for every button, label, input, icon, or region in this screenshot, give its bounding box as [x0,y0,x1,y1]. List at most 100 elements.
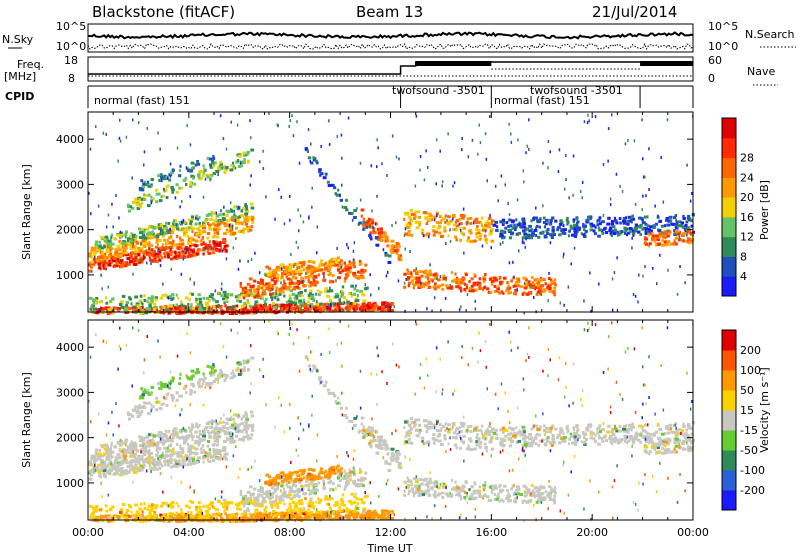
velocity-cell-41 [164,463,167,467]
power-cell-2952 [515,218,518,222]
power-cell-723 [205,217,209,221]
power-cell-2479 [417,286,422,289]
power-cell-2345 [455,238,458,242]
power-cell-2515 [470,277,474,281]
power-cell-2005 [310,283,314,287]
power-cell-1205 [258,308,261,312]
power-cell-260 [124,264,128,268]
power-cell-563 [239,221,243,225]
velocity-cell-259 [225,456,228,460]
power-speckle-89 [131,176,133,180]
power-cell-2939 [686,226,690,230]
power-cell-2386 [448,286,451,290]
power-cell-2585 [498,276,502,279]
velocity-cell-768 [152,434,157,438]
velocity-cell-451 [172,452,176,456]
power-cell-796 [223,171,227,174]
power-cell-2125 [293,271,298,275]
power-cell-2158 [362,217,365,221]
velocity-cell-304 [206,440,211,443]
power-cell-1550 [272,302,276,305]
velocity-cell-458 [155,446,159,450]
power-cell-819 [162,194,165,198]
power-speckle-86 [479,141,482,145]
velocity-cell-183 [204,451,208,455]
power-cell-753 [194,222,198,226]
velocity-cell-853 [246,367,250,371]
power-cell-127 [92,263,96,267]
power-cell-2004 [363,269,367,273]
power-cell-2166 [376,222,379,226]
power-cell-1902 [337,268,340,272]
power-cell-581 [236,219,240,223]
power-speckle-154 [362,227,364,231]
velocity-cell-900 [135,411,140,415]
velocity-cell-526 [101,459,104,463]
power-cell-2877 [605,231,609,234]
velocity-cell-569 [232,439,237,443]
power-cell-1288 [261,306,265,310]
power-cell-2091 [315,269,320,273]
power-cell-2145 [339,263,343,267]
power-speckle-75 [107,285,110,289]
power-cell-1293 [196,305,199,309]
power-cell-2430 [493,289,497,293]
power-cell-2083 [338,261,342,265]
power-cell-2356 [444,220,447,224]
power-cell-509 [130,241,134,245]
power-cell-1809 [244,286,248,290]
power-cell-2401 [534,286,538,290]
power-speckle-24 [239,259,241,263]
power-cell-3096 [312,156,315,160]
power-cell-2241 [454,220,458,224]
power-cell-544 [105,247,110,251]
velocity-cell-572 [107,453,110,457]
power-cell-228 [169,252,172,256]
velocity-cell-1223 [210,516,213,520]
power-cell-2602 [488,277,492,281]
power-x-ticks [87,112,694,312]
power-cell-2923 [531,234,534,237]
velocity-cell-1342 [221,517,224,521]
power-cell-1877 [239,281,242,285]
power-cell-1972 [260,279,264,282]
power-cell-473 [95,259,99,263]
power-speckle-381 [429,263,431,267]
power-cell-1394 [259,307,263,310]
power-cell-577 [116,255,120,259]
power-cell-2544 [507,291,510,295]
velocity-cell-198 [112,466,116,470]
velocity-cell-194 [131,465,136,469]
power-cell-2220 [368,218,371,222]
power-cell-1102 [324,307,327,310]
power-speckle-90 [381,162,383,166]
power-cell-1943 [352,263,356,267]
power-speckle-319 [249,119,251,123]
power-cell-18 [161,247,165,251]
velocity-cell-962 [202,372,205,376]
power-speckle-293 [250,174,252,178]
power-cell-326 [207,223,212,227]
velocity-cell-549 [110,462,113,466]
velocity-cell-527 [137,454,141,458]
velocity-cell-241 [119,467,124,471]
velocity-cell-509 [130,449,134,453]
velocity-cell-651 [218,421,222,425]
power-cell-2700 [623,221,627,225]
power-cell-1207 [326,304,329,308]
velocity-cell-1289 [218,513,222,517]
power-cell-959 [178,174,182,178]
power-cell-482 [199,230,204,234]
power-cell-1396 [349,302,353,306]
power-cell-2552 [535,292,539,296]
power-speckle-284 [404,247,406,251]
velocity-cell-131 [114,467,118,471]
power-cell-2805 [508,218,512,222]
power-cell-1745 [254,303,257,307]
velocity-cell-916 [170,379,174,383]
power-cell-1653 [309,292,312,295]
power-speckle-71 [258,271,261,275]
power-cell-342 [144,242,149,245]
velocity-cell-879 [230,372,233,376]
power-cell-1649 [326,294,329,298]
